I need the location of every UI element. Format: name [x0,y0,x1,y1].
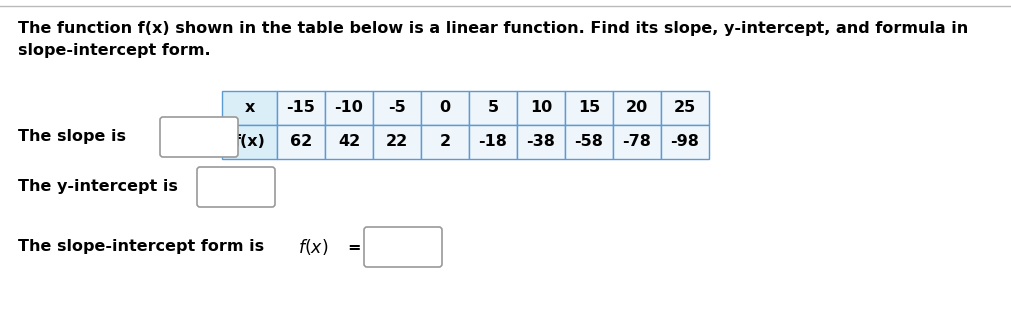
Text: -10: -10 [335,100,363,116]
Text: -38: -38 [526,134,555,150]
Text: -78: -78 [622,134,651,150]
Bar [221,91,277,125]
Bar [613,91,660,125]
Bar [517,125,564,159]
Bar [421,125,468,159]
FancyBboxPatch shape [197,167,275,207]
Text: 62: 62 [289,134,311,150]
Bar [325,125,373,159]
Text: $f(x)$: $f(x)$ [297,237,329,257]
Text: 25: 25 [673,100,696,116]
Bar [564,125,613,159]
Text: 2: 2 [439,134,450,150]
Bar [613,125,660,159]
Bar [325,91,373,125]
Text: 5: 5 [487,100,498,116]
Text: -18: -18 [478,134,507,150]
Bar [277,125,325,159]
Text: 22: 22 [385,134,407,150]
Text: The slope-intercept form is: The slope-intercept form is [18,240,270,254]
Text: The function f(x) shown in the table below is a linear function. Find its slope,: The function f(x) shown in the table bel… [18,21,968,36]
Bar [517,91,564,125]
Bar [660,125,709,159]
Text: 15: 15 [577,100,600,116]
Text: =: = [347,240,360,254]
Text: -5: -5 [388,100,405,116]
Text: 42: 42 [338,134,360,150]
Text: 0: 0 [439,100,450,116]
Bar [277,91,325,125]
Bar [221,125,277,159]
Bar [373,125,421,159]
Bar [421,91,468,125]
Text: The slope is: The slope is [18,129,126,144]
Text: -98: -98 [670,134,699,150]
Bar [373,91,421,125]
Bar [468,125,517,159]
Bar [468,91,517,125]
Text: slope-intercept form.: slope-intercept form. [18,43,210,58]
Text: 10: 10 [530,100,552,116]
Bar [660,91,709,125]
Text: f(x): f(x) [234,134,265,150]
Text: x: x [244,100,255,116]
FancyBboxPatch shape [160,117,238,157]
Text: 20: 20 [625,100,647,116]
Text: -58: -58 [574,134,603,150]
FancyBboxPatch shape [364,227,442,267]
Text: The y-intercept is: The y-intercept is [18,179,178,195]
Text: -15: -15 [286,100,315,116]
Bar [564,91,613,125]
